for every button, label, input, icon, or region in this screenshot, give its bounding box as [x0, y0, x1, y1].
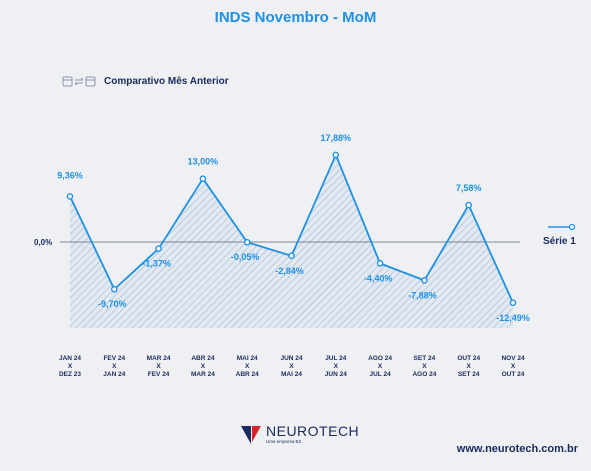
data-point	[199, 175, 207, 182]
brand-name: NEUROTECH	[266, 423, 360, 439]
x-tick-label: JAN 24 X DEZ 23	[59, 355, 81, 378]
data-point	[421, 277, 428, 284]
website-url: www.neurotech.com.br	[456, 443, 578, 455]
data-point	[376, 260, 384, 267]
data-label: 9,36%	[57, 170, 83, 180]
data-point	[288, 252, 295, 260]
x-tick-label: NOV 24 X OUT 24	[501, 355, 525, 378]
x-tick-label: SET 24 X AGO 24	[412, 355, 436, 378]
data-point	[509, 299, 517, 307]
brand-logo: NEUROTECH Uma empresa B3	[240, 423, 359, 445]
x-tick-label: JUN 24 X MAI 24	[280, 355, 302, 378]
x-tick-label: AGO 24 X JUL 24	[368, 355, 392, 378]
subtitle-row: Comparativo Mês Anterior	[62, 74, 229, 88]
x-tick-label: FEV 24 X JAN 24	[103, 355, 125, 378]
data-label: -0,05%	[231, 252, 260, 262]
neurotech-logo-icon	[241, 426, 261, 444]
legend-label: Série 1	[543, 236, 576, 247]
data-label: -9,70%	[98, 299, 127, 309]
data-label: -7,88%	[408, 290, 437, 300]
data-point	[111, 285, 118, 293]
brand-tagline: Uma empresa B3	[266, 439, 302, 444]
data-point	[243, 238, 251, 246]
data-point	[332, 151, 340, 159]
chart-title: INDS Novembro - MoM	[214, 9, 377, 26]
x-tick-label: JUL 24 X JUN 24	[325, 355, 347, 378]
data-point	[155, 245, 162, 252]
data-label: -2,84%	[275, 266, 304, 276]
legend-marker	[568, 223, 576, 231]
x-tick-label: OUT 24 X SET 24	[457, 355, 480, 378]
data-label: -12,49%	[496, 313, 530, 323]
data-label: -4,40%	[364, 273, 393, 283]
legend: Série 1	[543, 223, 576, 247]
data-point	[66, 193, 74, 200]
data-point	[465, 201, 473, 209]
zero-baseline-label: 0,0%	[34, 238, 52, 247]
data-label: 13,00%	[188, 157, 219, 167]
chart-subtitle: Comparativo Mês Anterior	[104, 75, 229, 87]
data-label: 17,88%	[321, 133, 352, 143]
x-tick-label: MAR 24 X FEV 24	[147, 355, 171, 378]
calendar-compare-icon	[62, 75, 96, 87]
area-fill	[70, 154, 513, 328]
data-label: 7,58%	[456, 183, 482, 193]
data-label: -1,37%	[142, 259, 171, 269]
x-tick-label: ABR 24 X MAR 24	[191, 355, 215, 378]
x-tick-label: MAI 24 X ABR 24	[236, 355, 260, 378]
